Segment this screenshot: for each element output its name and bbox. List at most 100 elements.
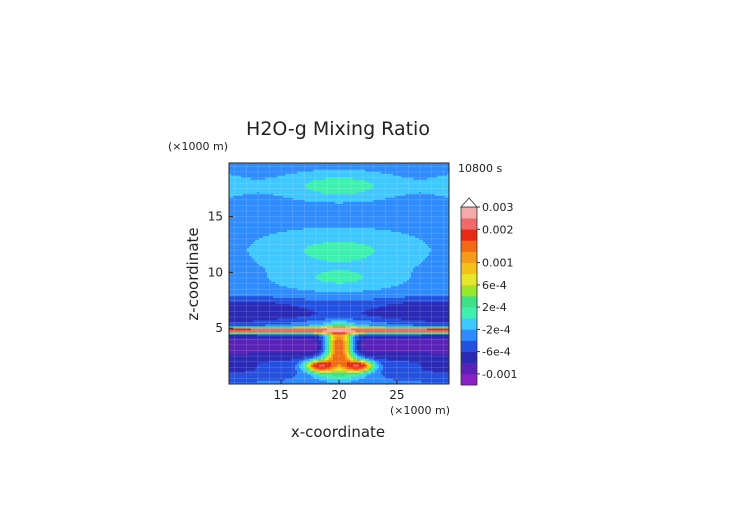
heat-cell [327, 343, 330, 347]
heat-cell [289, 311, 292, 315]
heat-cell [259, 357, 262, 361]
heat-cell [381, 295, 384, 299]
heat-cell [243, 367, 246, 371]
heat-cell [263, 351, 266, 355]
heat-cell [361, 371, 364, 375]
heat-cell [253, 339, 256, 343]
heat-cell [277, 301, 280, 305]
heat-cell [269, 329, 272, 333]
heat-cell [325, 379, 328, 383]
heat-cell [275, 361, 278, 365]
time-label: 10800 s [458, 162, 502, 175]
heat-cell [307, 363, 310, 367]
heat-cell [269, 333, 272, 337]
heat-cell [313, 355, 316, 359]
heat-cell [237, 321, 240, 325]
heat-cell [347, 373, 350, 377]
heat-cell [409, 329, 412, 333]
heat-cell [237, 303, 240, 307]
heat-cell [269, 297, 272, 301]
heat-cell [423, 315, 426, 319]
heat-cell [397, 377, 400, 381]
heat-cell [229, 315, 232, 319]
heat-cell [307, 349, 310, 353]
heat-cell [239, 333, 242, 337]
heat-cell [329, 357, 332, 361]
heat-cell [279, 333, 282, 337]
heat-cell [375, 297, 378, 301]
heat-cell [415, 365, 418, 369]
heat-cell [411, 369, 414, 373]
heat-cell [343, 333, 346, 337]
heat-cell [303, 315, 306, 319]
heat-cell [241, 339, 244, 343]
heat-cell [389, 355, 392, 359]
heat-cell [353, 343, 356, 347]
heat-cell [327, 321, 330, 325]
heat-cell [409, 359, 412, 363]
heat-cell [437, 299, 440, 303]
heat-cell [373, 341, 376, 345]
heat-cell [389, 299, 392, 303]
heat-cell [369, 317, 372, 321]
heat-cell [233, 319, 236, 323]
heat-cell [331, 313, 334, 317]
heat-cell [321, 321, 324, 325]
heat-cell [337, 315, 340, 319]
heat-cell [443, 377, 446, 381]
heat-cell [373, 349, 376, 353]
heat-cell [265, 293, 268, 297]
heat-cell [323, 379, 326, 383]
heat-cell [317, 345, 320, 349]
heat-cell [383, 363, 386, 367]
heat-cell [241, 329, 244, 333]
heat-cell [265, 337, 268, 341]
heat-cell [393, 335, 396, 339]
heat-cell [355, 317, 358, 321]
heat-cell [367, 319, 370, 323]
heat-cell [307, 305, 310, 309]
heat-cell [441, 303, 444, 307]
heat-cell [335, 295, 338, 299]
heat-cell [435, 301, 438, 305]
heat-cell [415, 381, 418, 384]
heat-cell [305, 379, 308, 383]
heat-cell [299, 369, 302, 373]
heat-cell [299, 345, 302, 349]
heat-cell [367, 381, 370, 384]
heat-cell [275, 367, 278, 371]
heat-cell [327, 305, 330, 309]
heat-cell [413, 303, 416, 307]
heat-cell [293, 291, 296, 295]
heat-cell [395, 341, 398, 345]
heat-cell [259, 327, 262, 331]
heat-cell [237, 367, 240, 371]
heat-cell [441, 313, 444, 317]
heat-cell [287, 333, 290, 337]
heat-cell [431, 299, 434, 303]
heat-cell [283, 357, 286, 361]
heat-cell [337, 323, 340, 327]
heat-cell [375, 349, 378, 353]
heat-cell [293, 373, 296, 377]
heat-cell [413, 297, 416, 301]
heat-cell [295, 363, 298, 367]
heat-cell [407, 353, 410, 357]
heat-cell [281, 317, 284, 321]
heat-cell [399, 323, 402, 327]
heat-cell [421, 321, 424, 325]
heat-cell [381, 363, 384, 367]
heat-cell [363, 355, 366, 359]
heat-cell [377, 293, 380, 297]
heat-cell [297, 367, 300, 371]
heat-cell [315, 377, 318, 381]
heat-cell [271, 365, 274, 369]
heat-cell [265, 307, 268, 311]
heat-cell [393, 377, 396, 381]
heat-cell [281, 329, 284, 333]
heat-cell [267, 299, 270, 303]
heat-cell [269, 315, 272, 319]
heat-cell [401, 375, 404, 379]
heat-cell [349, 353, 352, 357]
heat-cell [293, 307, 296, 311]
